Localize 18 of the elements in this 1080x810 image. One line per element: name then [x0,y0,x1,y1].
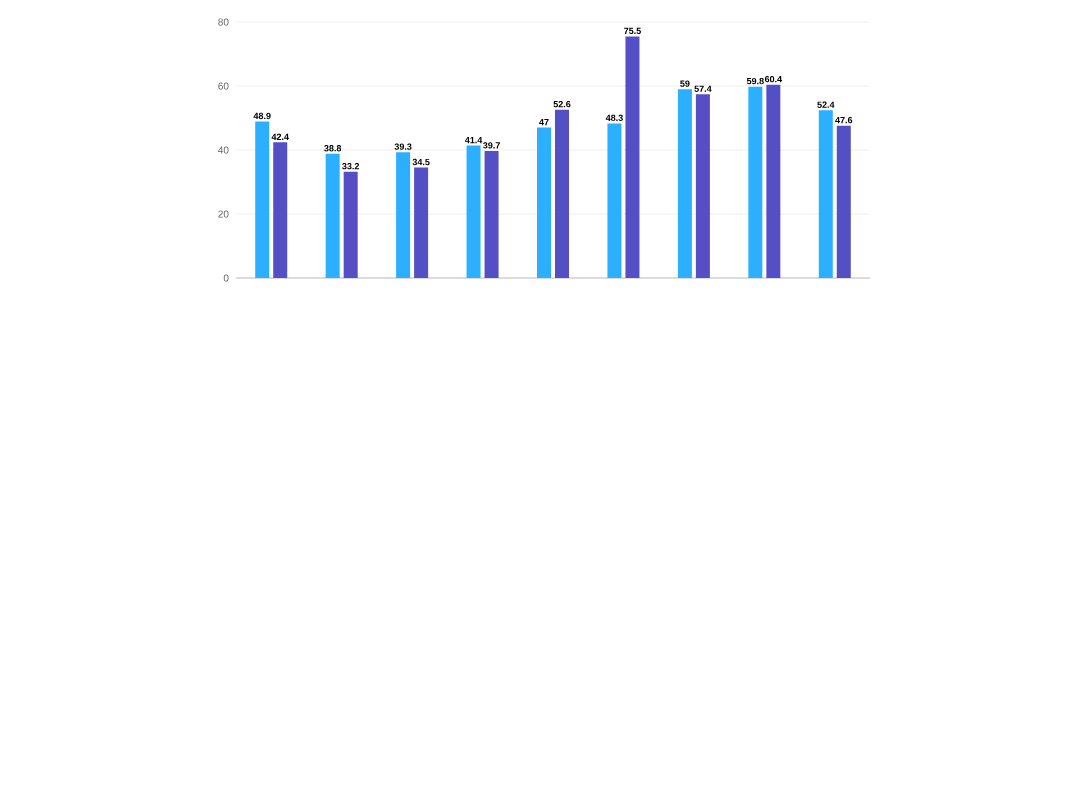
bar [818,110,833,278]
bar [414,167,429,278]
bar [677,89,692,278]
bar [766,84,781,278]
bar [396,152,411,278]
bar [836,125,851,278]
bar [484,150,499,278]
bar [555,109,569,278]
bar [695,94,710,278]
bar [343,171,358,278]
bar [748,86,763,278]
bar [255,121,270,278]
bar [466,145,481,278]
bar [537,127,552,278]
bar [625,36,640,278]
bar [325,153,340,278]
bar [273,142,288,278]
bar [607,123,622,278]
